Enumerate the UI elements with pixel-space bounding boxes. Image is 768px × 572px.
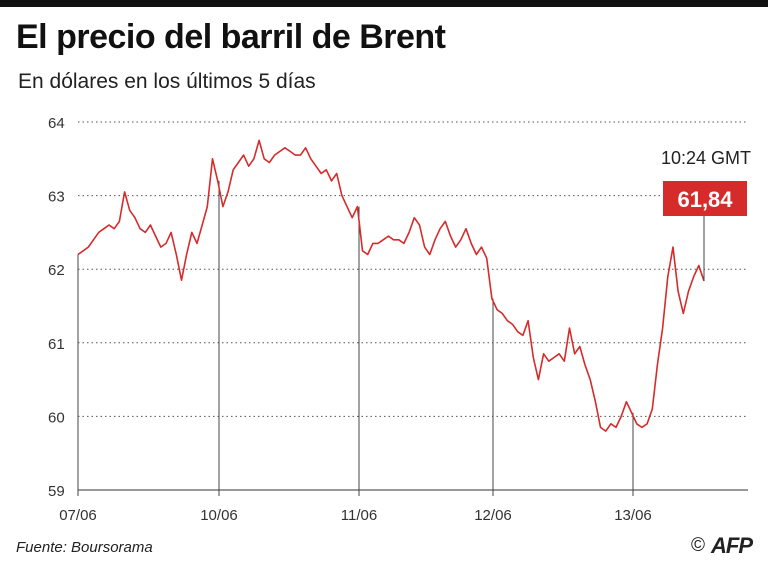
y-tick-label-62: 62 <box>48 262 65 279</box>
y-tick-label-64: 64 <box>48 115 65 132</box>
last-value-badge <box>663 181 747 216</box>
source-note: Fuente: Boursorama <box>16 539 153 556</box>
x-tick-label-07-06: 07/06 <box>59 507 97 524</box>
x-tick-label-10-06: 10/06 <box>200 507 238 524</box>
afp-logo: AFP <box>711 533 753 558</box>
y-tick-label-59: 59 <box>48 483 65 500</box>
page-title: El precio del barril de Brent <box>16 18 446 56</box>
x-tick-label-11-06: 11/06 <box>341 507 377 524</box>
last-time-label: 10:24 GMT <box>661 148 751 168</box>
brent-price-line <box>77 139 705 432</box>
top-rule <box>0 0 768 7</box>
copyright-symbol: © <box>691 535 705 556</box>
y-tick-label-63: 63 <box>48 189 65 206</box>
y-tick-label-60: 60 <box>48 409 65 426</box>
x-tick-label-12-06: 12/06 <box>474 507 512 524</box>
x-tick-label-13-06: 13/06 <box>614 507 652 524</box>
y-tick-label-61: 61 <box>48 336 65 353</box>
page-subtitle: En dólares en los últimos 5 días <box>18 70 316 93</box>
agency-credit: © AFP <box>691 533 753 559</box>
last-value-label: 61,84 <box>677 187 733 212</box>
